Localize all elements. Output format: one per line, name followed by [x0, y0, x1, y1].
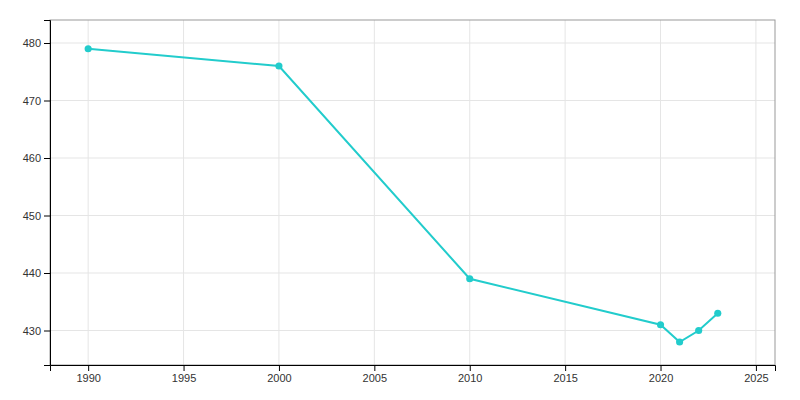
grid-line-x [565, 20, 566, 365]
y-axis-tick-label: 450 [23, 210, 41, 222]
x-axis-tick-label: 2005 [363, 372, 387, 384]
x-axis: 1990 1995 2000 2005 2010 2015 2020 2025 [51, 365, 776, 384]
x-axis-tick-mark [756, 365, 757, 371]
chart: 1990 1995 2000 2005 2010 2015 2020 2025 430 440 45… [0, 0, 800, 400]
point [657, 321, 664, 328]
x-axis-tick: 2000 [267, 365, 291, 384]
grid-line-x [88, 20, 89, 365]
x-axis-tick-label: 2025 [744, 372, 768, 384]
x-axis-tick-mark [279, 365, 280, 371]
grid-line-y [50, 273, 775, 274]
x-axis-tick-mark [565, 365, 566, 371]
x-axis-tick-label: 2015 [553, 372, 577, 384]
x-axis-tick-mark [661, 365, 662, 371]
grid-line-x [278, 20, 279, 365]
point [695, 327, 702, 334]
x-axis-tick-label: 1990 [76, 372, 100, 384]
y-axis-tick-mark [44, 43, 50, 44]
y-axis: 430 440 450 460 470 480 [23, 21, 51, 366]
x-axis-tick-label: 2000 [267, 372, 291, 384]
y-axis-tick: 430 [23, 325, 50, 337]
x-axis-tick: 2025 [744, 365, 768, 384]
y-axis-tick-mark [44, 158, 50, 159]
grid [50, 20, 775, 365]
x-axis-tick: 1995 [172, 365, 196, 384]
y-axis-tick-mark [44, 101, 50, 102]
y-axis-tick: 450 [23, 210, 50, 222]
y-axis-tick-label: 480 [23, 37, 41, 49]
x-axis-tick-label: 2020 [649, 372, 673, 384]
y-axis-tick: 460 [23, 152, 50, 164]
y-axis-line [44, 21, 51, 366]
point [466, 275, 473, 282]
y-axis-tick: 470 [23, 95, 50, 107]
x-axis-tick: 2005 [363, 365, 387, 384]
grid-line-x [183, 20, 184, 365]
grid-line-y [50, 158, 775, 159]
y-axis-tick-mark [44, 273, 50, 274]
y-axis-tick: 480 [23, 37, 50, 49]
plot-frame [50, 20, 775, 365]
grid-line-x [469, 20, 470, 365]
grid-line-y [50, 43, 775, 44]
x-axis-tick-label: 2010 [458, 372, 482, 384]
grid-line-x [374, 20, 375, 365]
x-axis-tick: 2010 [458, 365, 482, 384]
y-axis-tick-label: 460 [23, 152, 41, 164]
plot: 1990 1995 2000 2005 2010 2015 2020 2025 430 440 45… [23, 20, 776, 384]
point [714, 310, 721, 317]
x-axis-tick-mark [88, 365, 89, 371]
y-axis-tick-label: 470 [23, 95, 41, 107]
y-axis-tick-mark [44, 331, 50, 332]
x-axis-tick: 2015 [553, 365, 577, 384]
point [676, 338, 683, 345]
line [88, 49, 718, 342]
x-axis-tick-mark [184, 365, 185, 371]
grid-line-x [755, 20, 756, 365]
marks [85, 45, 722, 345]
y-axis-tick-mark [44, 216, 50, 217]
point [85, 45, 92, 52]
point [275, 62, 282, 69]
x-axis-tick: 1990 [76, 365, 100, 384]
x-axis-line [51, 366, 776, 372]
y-axis-tick: 440 [23, 267, 50, 279]
x-axis-tick: 2020 [649, 365, 673, 384]
grid-line-x [660, 20, 661, 365]
y-axis-tick-label: 440 [23, 267, 41, 279]
x-axis-tick-mark [374, 365, 375, 371]
grid-line-y [50, 100, 775, 101]
y-axis-tick-label: 430 [23, 325, 41, 337]
x-axis-tick-mark [470, 365, 471, 371]
x-axis-tick-label: 1995 [172, 372, 196, 384]
